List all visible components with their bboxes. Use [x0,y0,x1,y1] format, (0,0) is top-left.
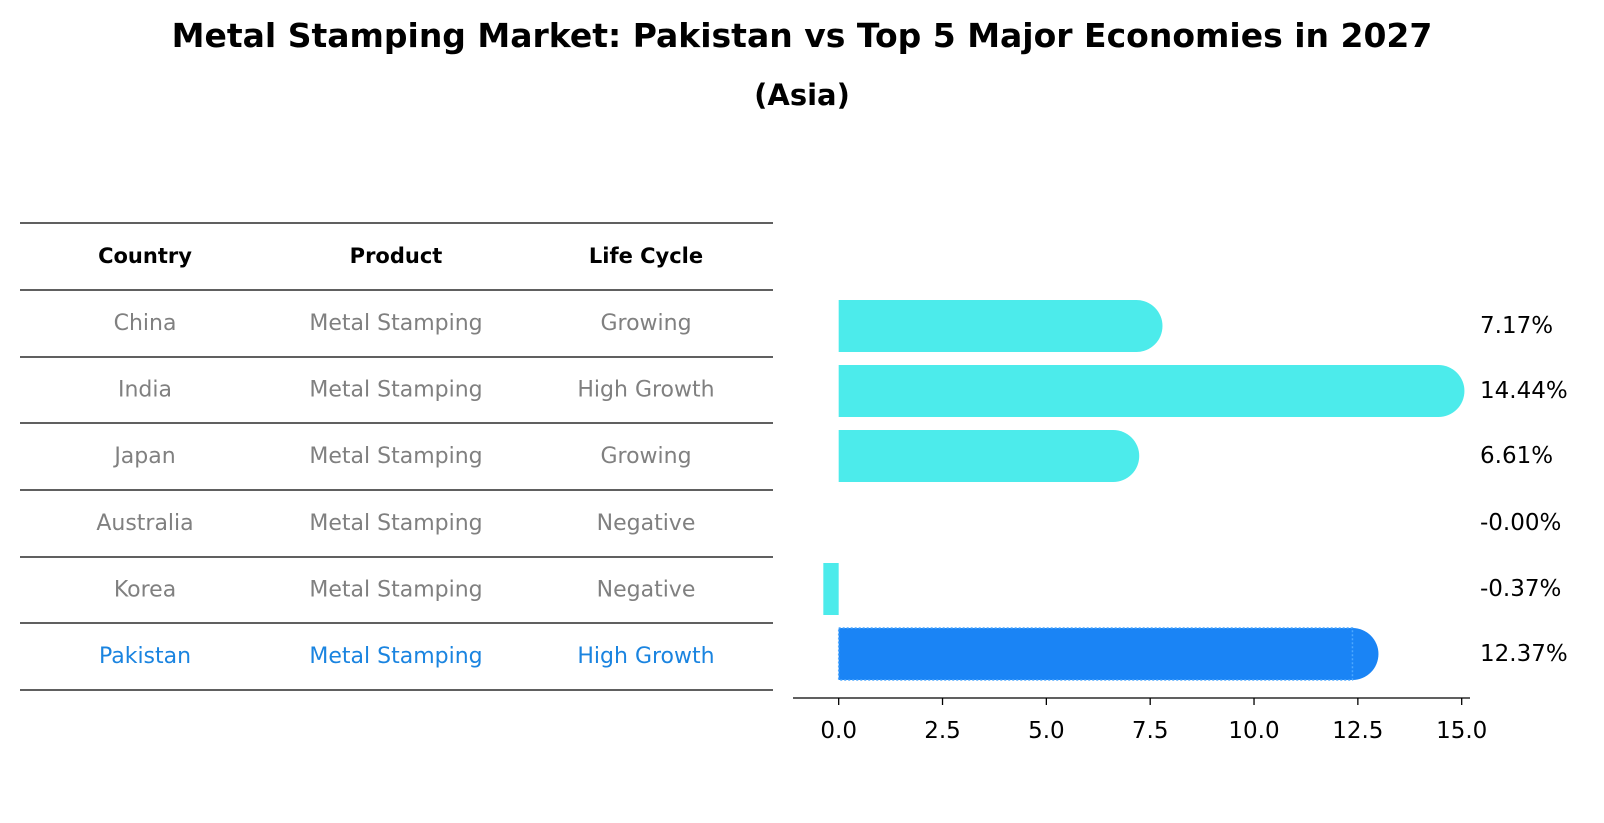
table-cell: Growing [600,311,691,336]
table-header-country: Country [98,244,192,268]
table-cell: High Growth [577,378,714,403]
bar-cap [1110,300,1163,352]
chart-title: Metal Stamping Market: Pakistan vs Top 5… [171,16,1433,55]
table-cell: Negative [597,511,696,536]
table-cell: Australia [96,511,193,536]
bar [823,563,839,615]
table-cell: Growing [600,444,691,469]
chart-subtitle: (Asia) [754,78,850,112]
table-header-product: Product [350,244,443,268]
table-cell: Metal Stamping [309,578,482,603]
bar [838,430,1114,482]
table-cell: High Growth [577,644,714,669]
table-cell: Metal Stamping [309,378,482,403]
table-cell: Japan [112,444,175,469]
table-cell: China [114,311,177,336]
table-cell: Metal Stamping [309,644,482,669]
bar-value-label: -0.00% [1480,510,1561,536]
bar-cap [1326,628,1379,680]
bar-cap [1412,365,1465,417]
table-cell: Metal Stamping [309,311,482,336]
x-tick-label: 10.0 [1228,718,1279,744]
x-tick-label: 12.5 [1332,718,1383,744]
table-cell: Negative [597,578,696,603]
table-cell: India [118,378,172,403]
bar-value-label: 6.61% [1480,443,1553,469]
bar [838,628,1353,680]
bar-cap [1087,430,1140,482]
bar [838,365,1439,417]
table-cell: Metal Stamping [309,444,482,469]
bar-value-label: -0.37% [1480,576,1561,602]
bar [838,300,1137,352]
bar-plot: 7.17% 14.44% 6.61% -0.00% -0.37% 12.37% 0.0 2.5… [793,300,1568,744]
table-cell: Korea [114,578,176,603]
table-header-life-cycle: Life Cycle [589,244,703,268]
x-tick-label: 2.5 [924,718,961,744]
x-tick-label: 5.0 [1028,718,1065,744]
table-cell: Pakistan [99,644,191,669]
bar-value-label: 7.17% [1480,313,1553,339]
x-tick-label: 7.5 [1132,718,1169,744]
comparison-table: Country Product Life Cycle China Metal Stamp… [20,222,773,691]
bar-highlight-outline [837,627,1354,681]
bar-value-label: 12.37% [1480,641,1568,667]
x-tick-label: 0.0 [820,718,857,744]
x-tick-label: 15.0 [1436,718,1487,744]
table-cell: Metal Stamping [309,511,482,536]
bar-value-label: 14.44% [1480,378,1568,404]
